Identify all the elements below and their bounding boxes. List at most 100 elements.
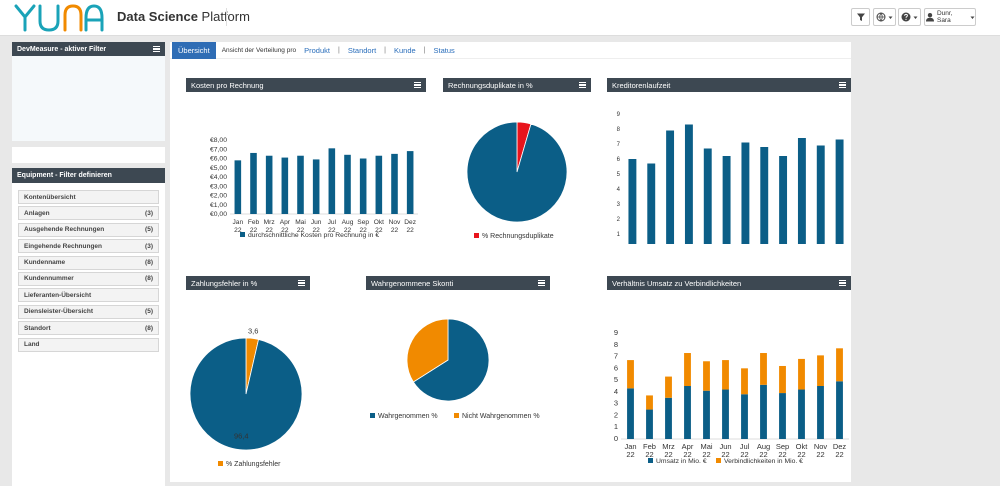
tab-separator: |	[423, 46, 426, 54]
bar	[312, 159, 320, 214]
menu-icon[interactable]	[414, 82, 421, 88]
filter-item-eingehende-rechnungen[interactable]: Eingehende Rechnungen (3)	[18, 239, 159, 254]
x-tick-label: Mrz	[264, 219, 275, 226]
legend-label: % Zahlungsfehler	[226, 461, 281, 468]
bar	[666, 130, 675, 244]
bar	[722, 360, 729, 390]
y-tick-label: €1,00	[210, 202, 227, 209]
platform-title: Data Science Platform	[117, 9, 250, 24]
x-tick-label: Mai	[295, 219, 306, 226]
y-tick-label: 0	[614, 434, 618, 443]
x-tick-label: 22	[683, 450, 691, 459]
x-tick-label: 22	[265, 227, 273, 234]
card-header: Kosten pro Rechnung	[186, 78, 426, 92]
x-tick-label: Aug	[757, 442, 770, 451]
tab-uebersicht[interactable]: Übersicht	[172, 41, 216, 59]
menu-icon[interactable]	[579, 82, 586, 88]
bar	[722, 389, 729, 439]
x-tick-label: 22	[406, 227, 414, 234]
card-verhaeltnis: Verhältnis Umsatz zu Verbindlichkeiten 0…	[607, 276, 851, 466]
y-tick-label: 9	[614, 328, 618, 337]
x-tick-label: Okt	[796, 442, 809, 451]
y-tick-label: €6,00	[210, 156, 227, 163]
filter-item-kundenname[interactable]: Kundenname (8)	[18, 255, 159, 270]
x-tick-label: 22	[626, 450, 634, 459]
filter-item-kontenuebersicht[interactable]: Kontenübersicht	[18, 190, 159, 204]
legend-label: Nicht Wahrgenommen %	[462, 413, 540, 420]
bar	[684, 124, 693, 244]
bar	[798, 358, 805, 390]
active-filter-header: DevMeasure - aktiver Filter	[12, 42, 165, 56]
filter-item-ausgehende-rechnungen[interactable]: Ausgehende Rechnungen (5)	[18, 222, 159, 237]
filter-item-dienstleister-uebersicht[interactable]: Diensleister-Übersicht (5)	[18, 304, 159, 319]
filter-search-box[interactable]	[12, 147, 165, 163]
caret-down-icon	[888, 16, 893, 19]
x-tick-label: Jul	[740, 442, 750, 451]
tab-produkt[interactable]: Produkt	[304, 45, 330, 55]
bar	[627, 360, 634, 389]
y-tick-label: €8,00	[210, 137, 227, 144]
help-button[interactable]	[898, 8, 921, 26]
card-title: Zahlungsfehler in %	[191, 278, 258, 288]
card-header: Kreditorenlaufzeit	[607, 78, 851, 92]
tab-subtitle: Ansicht der Verteilung pro	[221, 46, 297, 54]
bar	[760, 353, 767, 385]
legend-swatch	[648, 458, 653, 463]
x-tick-label: 22	[234, 227, 242, 234]
menu-icon[interactable]	[538, 280, 545, 286]
tab-separator: |	[337, 46, 340, 54]
filter-item-standort[interactable]: Standort (8)	[18, 321, 159, 336]
filter-item-kundennummer[interactable]: Kundennummer (8)	[18, 271, 159, 286]
x-tick-label: 22	[835, 450, 843, 459]
filter-button[interactable]	[851, 8, 870, 26]
bar	[779, 393, 786, 439]
x-tick-label: 22	[721, 450, 729, 459]
user-menu[interactable]: Dunr, Sara	[924, 8, 976, 26]
menu-icon[interactable]	[839, 82, 846, 88]
bar	[665, 376, 672, 398]
card-header: Verhältnis Umsatz zu Verbindlichkeiten	[607, 276, 851, 290]
tab-standort[interactable]: Standort	[347, 45, 377, 55]
x-tick-label: Nov	[389, 219, 401, 226]
caret-down-icon	[970, 16, 975, 19]
y-tick-label: 3	[614, 399, 618, 408]
card-title: Kosten pro Rechnung	[191, 80, 264, 90]
x-tick-label: Sep	[357, 219, 369, 226]
y-tick-label: 4	[614, 387, 618, 396]
menu-icon[interactable]	[298, 280, 305, 286]
filter-item-land[interactable]: Land	[18, 337, 159, 352]
caret-down-icon	[913, 16, 918, 19]
y-tick-label: 5	[617, 172, 621, 178]
globe-icon	[876, 12, 886, 22]
bar	[760, 384, 767, 439]
filter-item-lieferanten-uebersicht[interactable]: Lieferanten-Übersicht	[18, 288, 159, 303]
filter-item-anlagen[interactable]: Anlagen (3)	[18, 206, 159, 221]
chart-zahlungsfehler: 3,6 96,4 % Zahlungsfehler	[189, 326, 303, 468]
legend-swatch	[474, 233, 479, 238]
bar	[797, 138, 806, 244]
chart-duplikate: % Rechnungsduplikate	[466, 121, 568, 240]
user-name: Dunr, Sara	[936, 10, 953, 24]
bar	[250, 152, 257, 214]
x-tick-label: 22	[328, 227, 336, 234]
help-icon	[901, 12, 911, 22]
bar	[779, 365, 786, 394]
language-button[interactable]	[873, 8, 896, 26]
bar	[741, 142, 750, 244]
x-tick-label: 22	[344, 227, 352, 234]
menu-icon[interactable]	[153, 46, 160, 52]
tab-kunde[interactable]: Kunde	[394, 45, 416, 55]
menu-icon[interactable]	[839, 280, 846, 286]
y-tick-label: 2	[617, 217, 621, 223]
x-tick-label: Feb	[643, 442, 656, 451]
chart-skonti: Wahrgenommen % Nicht Wahrgenommen %	[370, 318, 540, 420]
x-tick-label: Jan	[233, 219, 244, 226]
bar	[391, 153, 398, 214]
y-tick-label: 6	[617, 157, 621, 163]
x-tick-label: 22	[359, 227, 367, 234]
card-title: Wahrgenommene Skonti	[371, 278, 454, 288]
active-filter-title: DevMeasure - aktiver Filter	[17, 45, 107, 53]
x-tick-label: Jun	[719, 442, 731, 451]
tab-status[interactable]: Status	[433, 45, 455, 55]
x-tick-label: 22	[645, 450, 653, 459]
